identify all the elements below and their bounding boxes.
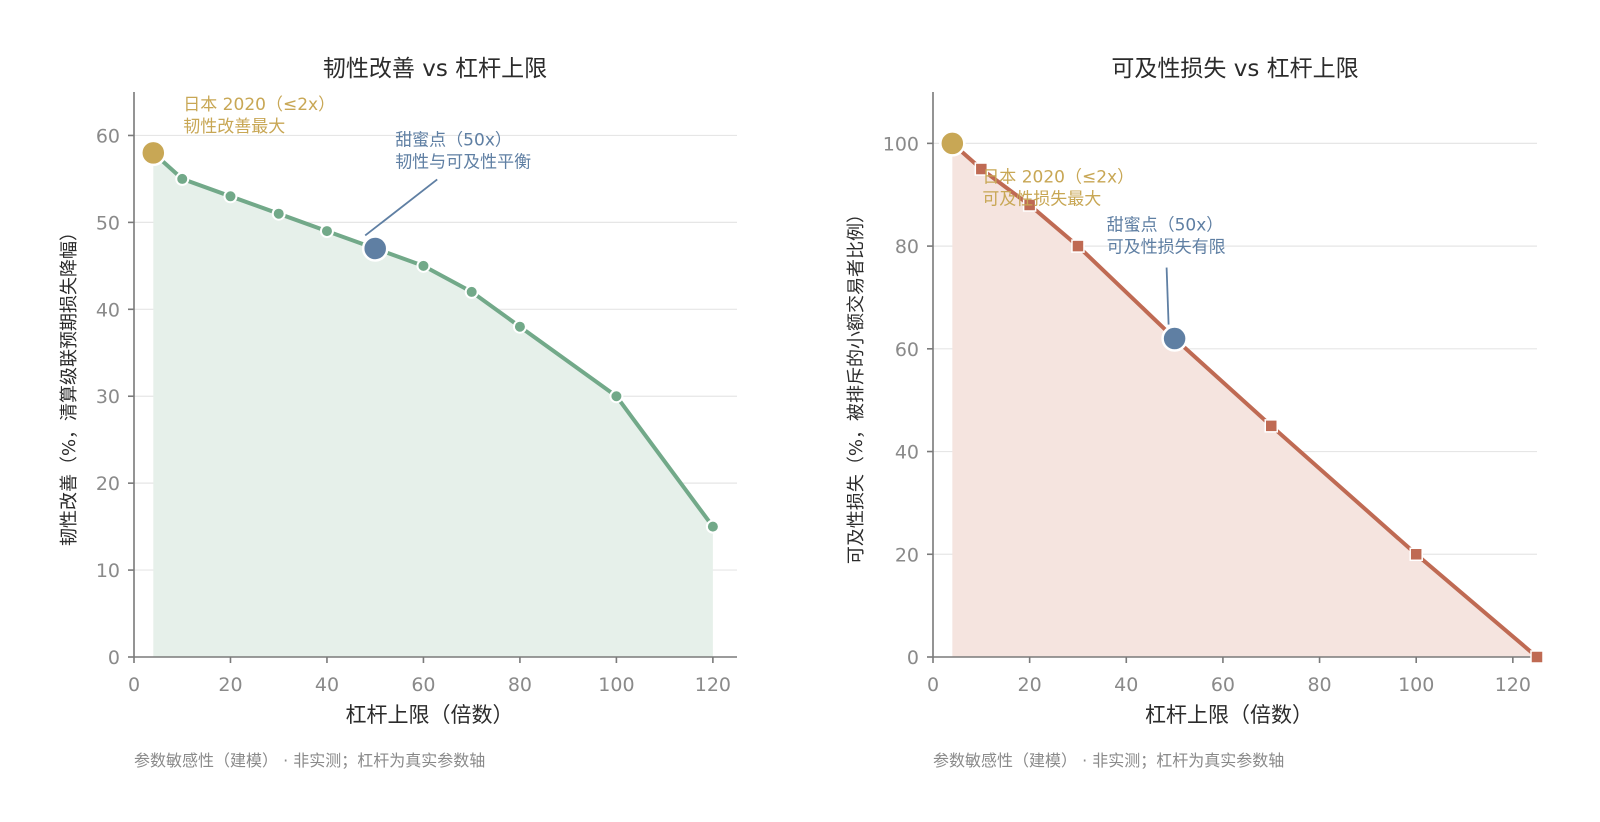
data-point	[416, 258, 431, 273]
data-point	[1071, 239, 1085, 253]
footnote: 参数敏感性（建模） · 非实测；杠杆为真实参数轴	[933, 751, 1284, 770]
data-point	[175, 171, 190, 186]
data-point	[1022, 198, 1037, 212]
y-tick-label: 60	[895, 339, 919, 361]
y-tick-label: 80	[895, 236, 919, 258]
series-line	[951, 141, 1539, 659]
chart-title: 韧性改善 vs 杠杆上限	[323, 56, 547, 82]
annotation-text: 韧性与可及性平衡	[395, 152, 531, 172]
callout-line	[364, 178, 438, 237]
annotation-text: 可及性损失有限	[1107, 238, 1226, 258]
x-tick-label: 80	[508, 674, 532, 696]
x-axis-label: 杠杆上限（倍数）	[1145, 703, 1313, 727]
highlight-point	[1161, 325, 1188, 352]
annotation-text: 可及性损失最大	[982, 189, 1101, 209]
annotation-text: 韧性改善最大	[183, 117, 285, 137]
y-tick-label: 60	[96, 125, 120, 147]
y-axis-label: 可及性损失（%，被排斥的小额交易者比例）	[846, 205, 867, 564]
y-tick-label: 40	[96, 299, 120, 321]
highlight-point	[140, 139, 167, 167]
chart-panel-1: 0 10 20 30 40 50 60 0 20 40 60 80 100 120 日本 2020（≤2x）…	[59, 56, 737, 770]
data-point	[223, 189, 238, 204]
data-point	[319, 224, 334, 239]
x-tick-label: 120	[695, 674, 731, 696]
y-tick-label: 20	[895, 544, 919, 566]
data-point	[974, 162, 989, 176]
area-fill	[153, 152, 713, 657]
x-tick-label: 20	[1018, 674, 1042, 696]
x-tick-label: 60	[411, 674, 435, 696]
area-fill	[952, 143, 1537, 657]
y-tick-label: 40	[895, 442, 919, 464]
data-point	[1530, 650, 1544, 664]
data-point	[512, 319, 527, 334]
data-point	[705, 519, 720, 534]
y-tick-label: 50	[96, 212, 120, 234]
y-tick-label: 20	[96, 473, 120, 495]
x-tick-label: 40	[315, 674, 339, 696]
y-tick-label: 30	[96, 386, 120, 408]
data-point	[1409, 547, 1423, 562]
annotation-text: 日本 2020（≤2x）	[183, 95, 335, 115]
x-tick-label: 40	[1114, 674, 1138, 696]
x-tick-label: 20	[218, 674, 242, 696]
callout-line	[1165, 267, 1170, 325]
x-tick-label: 60	[1211, 674, 1235, 696]
x-tick-label: 120	[1495, 674, 1531, 696]
annotation-text: 日本 2020（≤2x）	[982, 167, 1134, 187]
data-point	[271, 206, 286, 221]
x-tick-label: 80	[1307, 674, 1331, 696]
y-tick-label: 10	[96, 560, 120, 582]
highlight-point	[939, 130, 966, 157]
x-tick-label: 0	[927, 674, 939, 696]
annotation-text: 甜蜜点（50x）	[395, 130, 512, 150]
data-point	[1264, 419, 1278, 433]
footnote: 参数敏感性（建模） · 非实测；杠杆为真实参数轴	[134, 751, 485, 770]
data-point	[464, 284, 479, 299]
y-tick-label: 0	[907, 647, 919, 669]
chart-title: 可及性损失 vs 杠杆上限	[1111, 56, 1358, 82]
annotation-text: 甜蜜点（50x）	[1107, 216, 1224, 236]
x-tick-label: 0	[128, 674, 140, 696]
x-axis-label: 杠杆上限（倍数）	[346, 703, 514, 727]
x-tick-label: 100	[598, 674, 634, 696]
highlight-point	[361, 235, 389, 262]
y-tick-label: 0	[108, 647, 120, 669]
y-axis-label: 韧性改善（%，清算级联预期损失降幅）	[59, 223, 80, 546]
data-point	[609, 389, 624, 404]
x-tick-label: 100	[1398, 674, 1434, 696]
y-tick-label: 100	[883, 133, 919, 155]
